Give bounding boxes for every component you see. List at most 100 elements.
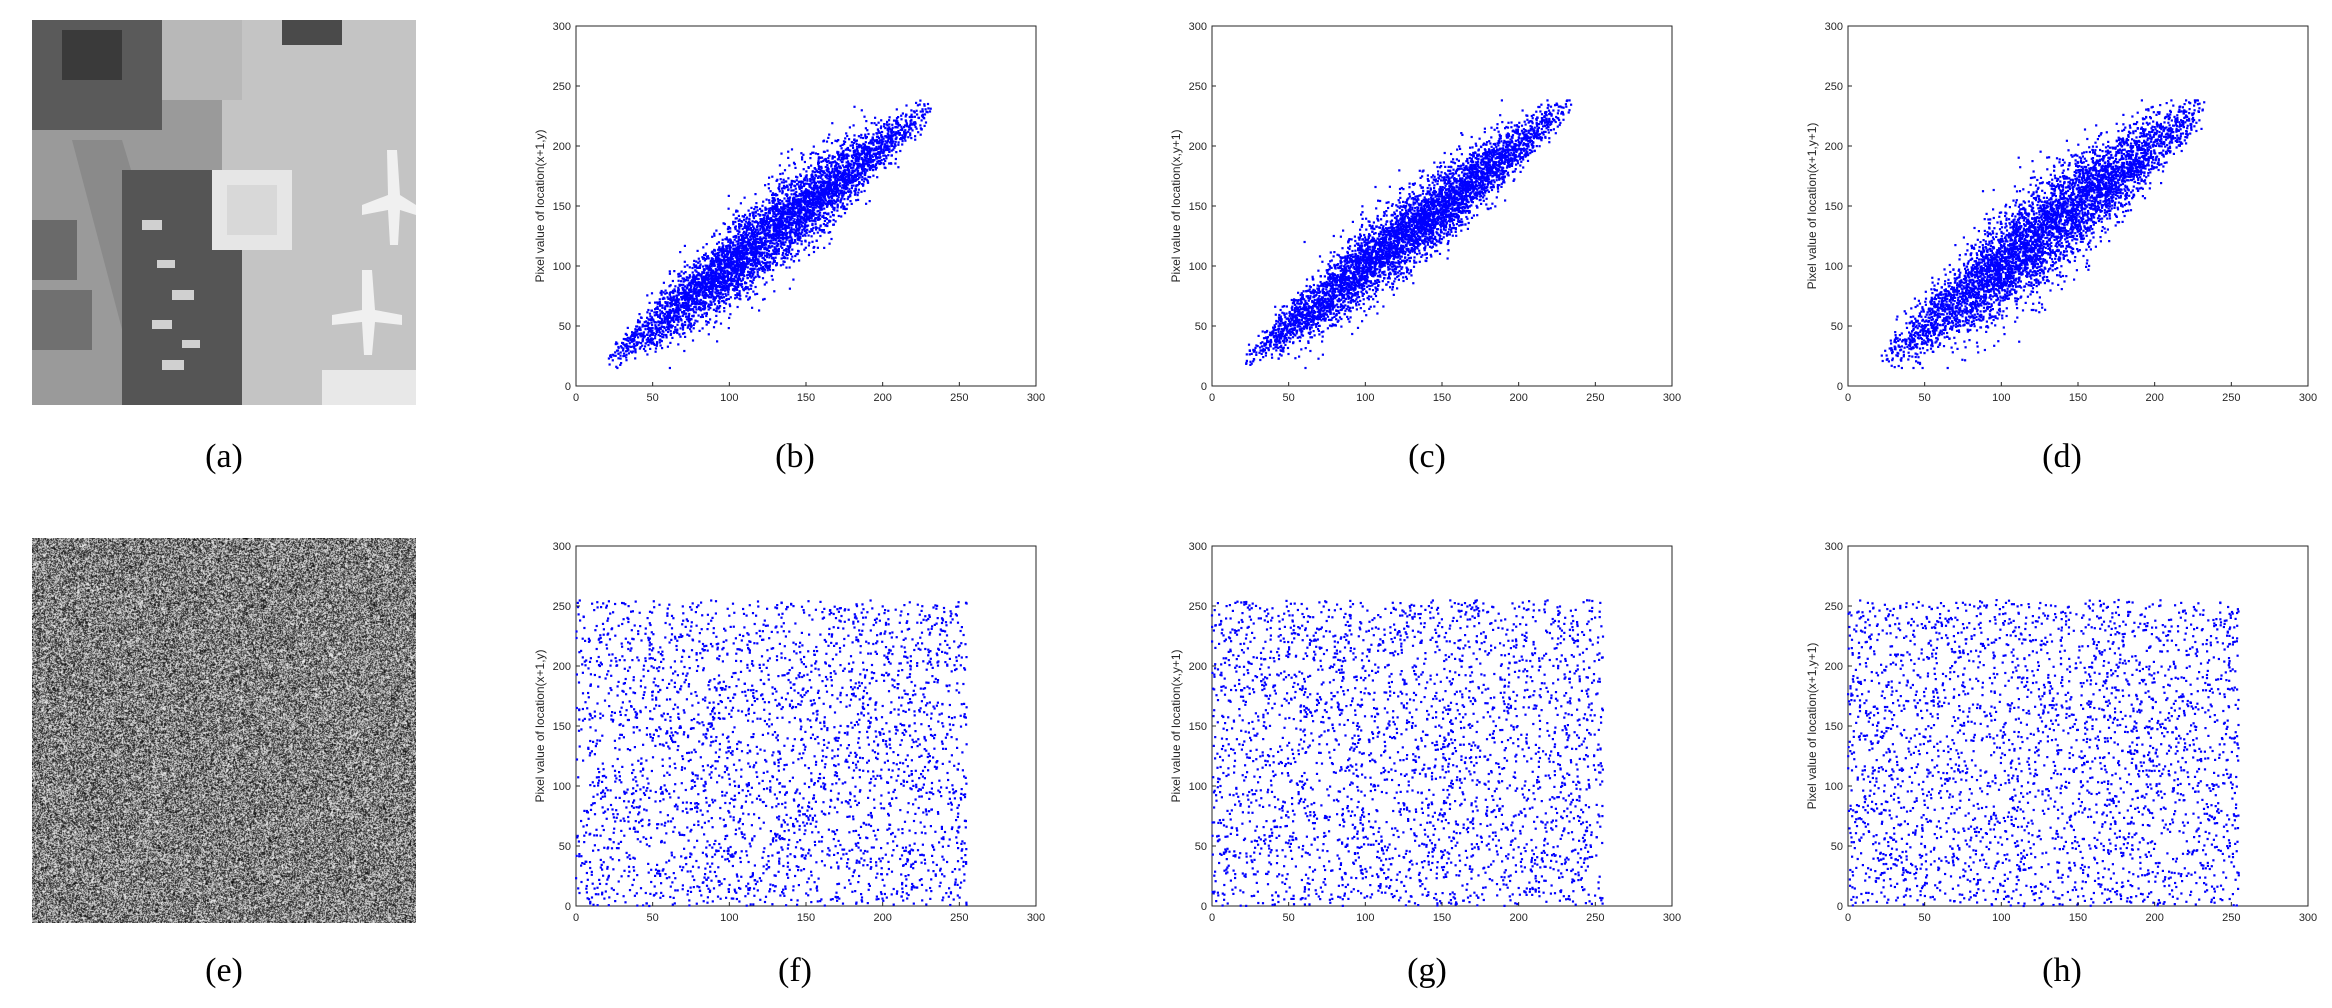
scatter-point	[830, 163, 833, 166]
scatter-point	[783, 232, 786, 235]
scatter-point	[690, 302, 693, 306]
scatter-point	[781, 225, 784, 228]
scatter-point	[860, 166, 863, 169]
scatter-point	[701, 271, 704, 274]
scatter-point	[635, 334, 638, 337]
scatter-point	[840, 147, 843, 150]
scatter-point	[865, 120, 868, 123]
scatter-point	[767, 222, 770, 225]
scatter-point	[697, 294, 700, 297]
scatter-point	[904, 134, 907, 137]
scatter-point	[628, 337, 631, 340]
scatter-point	[782, 178, 785, 181]
scatter-point	[711, 292, 714, 295]
scatter-point	[812, 145, 815, 148]
scatter-point	[729, 284, 732, 287]
scatter-point	[812, 211, 815, 215]
scatter-point	[756, 252, 760, 255]
scatter-point	[736, 250, 739, 253]
scatter-point	[733, 285, 736, 288]
scatter-point	[898, 133, 901, 136]
scatter-point	[691, 294, 694, 298]
scatter-point	[800, 208, 803, 211]
scatter-point	[743, 263, 746, 266]
scatter-point	[692, 278, 695, 281]
scatter-point	[790, 179, 793, 182]
scatter-point	[649, 327, 652, 330]
scatter-point	[825, 192, 828, 195]
scatter-point	[788, 246, 791, 249]
scatter-point	[850, 180, 853, 184]
scatter-point	[822, 191, 825, 195]
scatter-point	[639, 327, 642, 330]
scatter-point	[836, 168, 839, 171]
scatter-point	[645, 338, 648, 341]
scatter-point	[828, 199, 831, 202]
scatter-point	[799, 219, 802, 222]
scatter-point	[777, 237, 780, 240]
scatter-point	[789, 229, 792, 232]
scatter-point	[852, 171, 855, 174]
scatter-point	[872, 133, 875, 136]
scatter-point	[773, 215, 776, 218]
scatter-point	[771, 208, 774, 211]
scatter-point	[891, 142, 894, 145]
scatter-point	[717, 257, 720, 260]
scatter-point	[747, 273, 750, 276]
scatter-point	[637, 341, 641, 344]
scatter-point	[768, 226, 771, 229]
scatter-point	[757, 258, 760, 261]
scatter-point	[869, 167, 873, 170]
scatter-point	[758, 241, 761, 245]
scatter-point	[827, 186, 830, 189]
scatter-point	[905, 123, 909, 126]
scatter-point	[768, 254, 771, 257]
scatter-point	[693, 311, 696, 314]
scatter-point	[701, 278, 704, 281]
scatter-point	[837, 169, 840, 172]
scatter-point	[826, 183, 829, 186]
scatter-point	[865, 149, 868, 152]
scatter-point	[679, 315, 682, 318]
scatter-point	[646, 341, 649, 344]
scatter-point	[775, 226, 778, 229]
scatter-point	[872, 165, 875, 168]
scatter-point	[672, 297, 675, 300]
scatter-point	[890, 143, 893, 146]
scatter-point	[844, 166, 848, 169]
scatter-point	[726, 251, 729, 254]
scatter-point	[673, 288, 676, 291]
scatter-point	[775, 253, 778, 256]
scatter-point	[877, 137, 881, 140]
scatter-point	[806, 218, 809, 221]
scatter-point	[695, 300, 698, 303]
scatter-point	[875, 145, 878, 149]
scatter-point	[741, 257, 744, 260]
scatter-point	[900, 125, 903, 128]
scatter-point	[885, 145, 888, 148]
scatter-point	[789, 243, 792, 246]
scatter-point	[839, 167, 842, 170]
scatter-point	[729, 242, 732, 245]
scatter-point	[651, 333, 654, 336]
scatter-point	[895, 117, 899, 120]
scatter-point	[700, 273, 703, 276]
scatter-point	[724, 249, 727, 252]
scatter-point	[896, 122, 899, 125]
scatter-point	[752, 214, 755, 217]
scatter-point	[888, 128, 891, 131]
scatter-point	[745, 227, 748, 230]
scatter-point	[838, 166, 841, 169]
scatter-point	[737, 284, 740, 287]
scatter-point	[668, 313, 671, 316]
scatter-point	[763, 254, 767, 257]
scatter-point	[765, 220, 769, 223]
scatter-point	[903, 130, 906, 133]
scatter-point	[819, 198, 822, 201]
scatter-point	[862, 146, 865, 149]
scatter-point	[917, 131, 920, 134]
scatter-point	[751, 268, 754, 272]
scatter-point	[832, 187, 835, 190]
scatter-point	[744, 281, 747, 284]
scatter-point	[923, 124, 926, 127]
